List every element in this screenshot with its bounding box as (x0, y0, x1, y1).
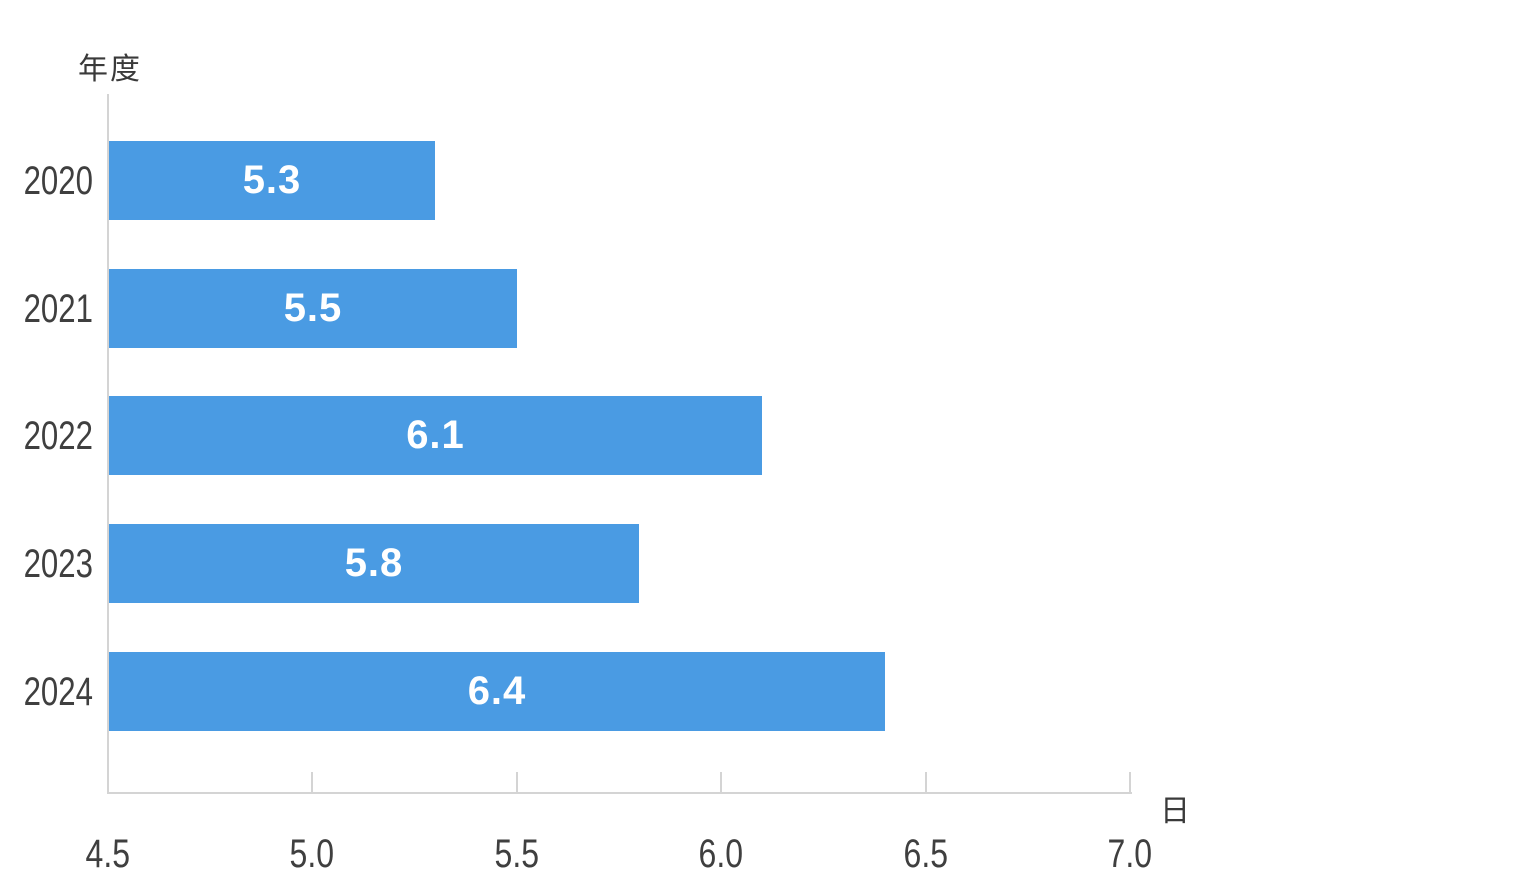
y-axis-line (107, 94, 109, 794)
x-tick-label-text: 4.5 (85, 832, 131, 876)
bar-value-label: 5.3 (242, 158, 302, 202)
y-tick-label-text: 2024 (23, 669, 93, 714)
y-tick-label-2021: 2021 (0, 289, 93, 329)
x-tick-label-text: 6.0 (698, 832, 744, 876)
y-tick-label-text: 2021 (23, 286, 93, 331)
x-tick-mark-7.0 (1129, 772, 1131, 792)
y-tick-label-text: 2020 (23, 158, 93, 203)
bar-2020: 5.3 (109, 141, 435, 220)
x-tick-label-text: 5.5 (494, 832, 540, 876)
x-tick-label-text: 7.0 (1107, 832, 1153, 876)
bar-2022: 6.1 (109, 396, 762, 475)
x-tick-label-4.5: 4.5 (38, 832, 178, 877)
y-tick-label-2024: 2024 (0, 672, 93, 712)
y-tick-label-2020: 2020 (0, 161, 93, 201)
x-tick-label-5.0: 5.0 (242, 832, 382, 877)
y-tick-label-text: 2023 (23, 541, 93, 586)
x-tick-label-5.5: 5.5 (447, 832, 587, 877)
bar-2021: 5.5 (109, 269, 517, 348)
y-axis-title: 年度 (78, 53, 142, 86)
x-tick-mark-6.5 (925, 772, 927, 792)
bar-value-label: 5.8 (344, 541, 404, 585)
x-axis-line (107, 792, 1132, 794)
x-axis-unit-label: 日 (1160, 795, 1190, 828)
x-tick-mark-6.0 (720, 772, 722, 792)
x-tick-label-6.0: 6.0 (651, 832, 791, 877)
x-tick-label-6.5: 6.5 (856, 832, 996, 877)
x-tick-mark-5.5 (516, 772, 518, 792)
x-tick-mark-5.0 (311, 772, 313, 792)
bar-2024: 6.4 (109, 652, 885, 731)
bar-value-label: 6.4 (467, 669, 527, 713)
y-tick-label-2023: 2023 (0, 544, 93, 584)
y-tick-label-text: 2022 (23, 413, 93, 458)
y-tick-label-2022: 2022 (0, 416, 93, 456)
x-tick-label-text: 5.0 (289, 832, 335, 876)
bar-value-label: 6.1 (406, 413, 465, 457)
x-tick-label-7.0: 7.0 (1060, 832, 1200, 877)
bar-2023: 5.8 (109, 524, 639, 603)
x-tick-label-text: 6.5 (903, 832, 949, 876)
bar-value-label: 5.5 (283, 286, 343, 330)
